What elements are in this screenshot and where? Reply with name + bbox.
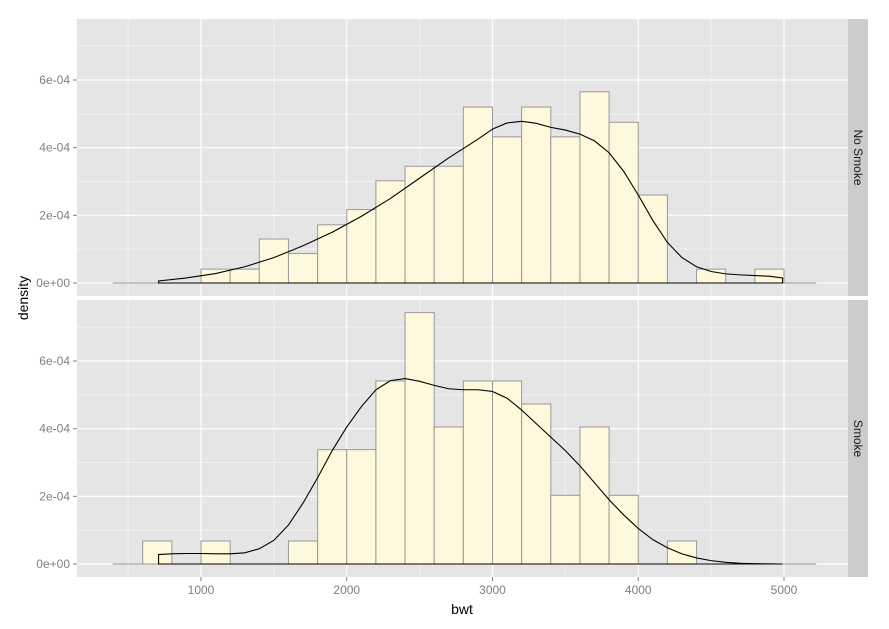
histogram-bar	[492, 380, 523, 565]
histogram-bar	[462, 106, 494, 284]
facet-strip	[848, 300, 868, 577]
density-curve	[158, 120, 784, 284]
histogram-bar	[404, 312, 435, 565]
x-tick-label: 1000	[188, 583, 215, 597]
histogram-bar	[375, 380, 406, 565]
histogram-bar	[317, 224, 348, 284]
histogram-bar	[142, 540, 173, 565]
facet-panel-no-smoke: 0e+00 2e-04 4e-04 6e-04 No Smoke	[36, 19, 868, 296]
y-tick-label: 0e+00	[36, 276, 70, 290]
histogram-bar	[346, 449, 377, 565]
histogram-bar	[375, 180, 406, 284]
y-tick-label: 0e+00	[36, 557, 70, 571]
histogram-bar	[637, 194, 668, 284]
y-tick-label: 2e-04	[39, 208, 70, 222]
histogram-bar	[200, 540, 231, 565]
facet-strip-label: Smoke	[851, 420, 865, 458]
histogram-bar	[346, 209, 377, 284]
histogram-bar	[317, 449, 348, 565]
x-tick-label: 5000	[771, 583, 798, 597]
x-axis-title: bwt	[451, 601, 473, 617]
facet-strip-label: No Smoke	[851, 129, 865, 185]
histogram-bar	[550, 136, 581, 284]
histogram-bar	[666, 540, 698, 565]
histogram-bar	[287, 253, 319, 284]
facet-strip	[848, 19, 868, 296]
histogram-bar	[433, 426, 464, 565]
density-curve	[158, 378, 783, 565]
x-tick-label: 2000	[333, 583, 360, 597]
histogram-bar	[492, 136, 523, 284]
y-tick-label: 6e-04	[39, 73, 70, 87]
facet-panel-smoke: 0e+00 2e-04 4e-04 6e-04 Smoke	[36, 300, 868, 577]
histogram-bar	[521, 403, 552, 565]
histogram-bar	[433, 165, 464, 284]
histogram-bar	[550, 494, 581, 565]
y-axis-title: density	[15, 276, 31, 320]
histogram-bar	[608, 121, 639, 284]
histogram-bar	[521, 106, 552, 284]
histogram-bar	[579, 426, 610, 565]
y-tick-label: 6e-04	[39, 354, 70, 368]
y-tick-label: 2e-04	[39, 489, 70, 503]
histogram-bar	[229, 268, 260, 284]
histogram-bar	[579, 91, 610, 284]
y-tick-label: 4e-04	[39, 422, 70, 436]
histogram-bar	[462, 380, 494, 565]
panels: 0e+00 2e-04 4e-04 6e-04 No Smoke 0e+00 2e-04 4e…	[36, 19, 868, 597]
histogram-bar	[608, 494, 639, 565]
y-tick-label: 4e-04	[39, 141, 70, 155]
histogram-bar	[404, 165, 435, 284]
x-tick-label: 3000	[479, 583, 506, 597]
histogram-bar	[287, 540, 319, 565]
x-tick-label: 4000	[625, 583, 652, 597]
